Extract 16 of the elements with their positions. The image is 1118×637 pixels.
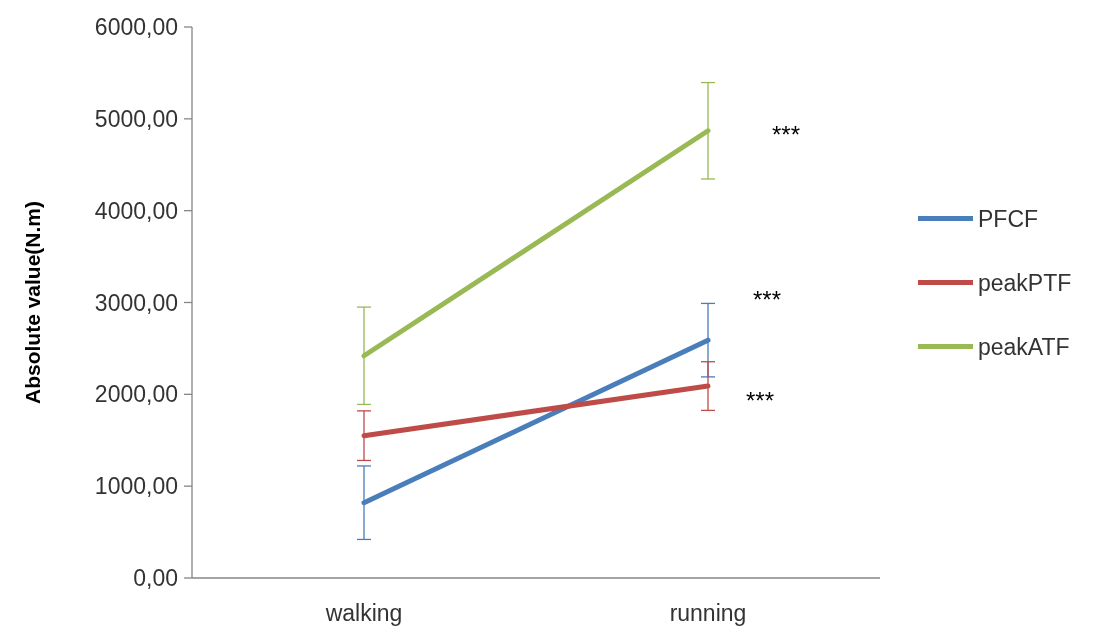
y-tick-label: 3000,00 (94, 289, 178, 316)
y-tick-label: 2000,00 (94, 381, 178, 408)
y-tick-label: 1000,00 (94, 473, 178, 500)
legend-label: PFCF (978, 205, 1039, 232)
y-tick-label: 6000,00 (94, 14, 178, 41)
y-axis-title: Absolute value(N.m) (21, 200, 44, 405)
y-tick-label: 4000,00 (94, 197, 178, 224)
y-tick-label: 0,00 (133, 565, 178, 592)
legend-label: peakPTF (978, 269, 1072, 296)
annotation: *** (753, 286, 782, 313)
x-tick-label: running (669, 600, 747, 626)
legend-label: peakATF (978, 333, 1070, 360)
annotation: *** (746, 387, 775, 414)
annotation: *** (772, 121, 801, 148)
x-tick-label: walking (324, 600, 403, 626)
y-tick-label: 5000,00 (94, 105, 178, 132)
